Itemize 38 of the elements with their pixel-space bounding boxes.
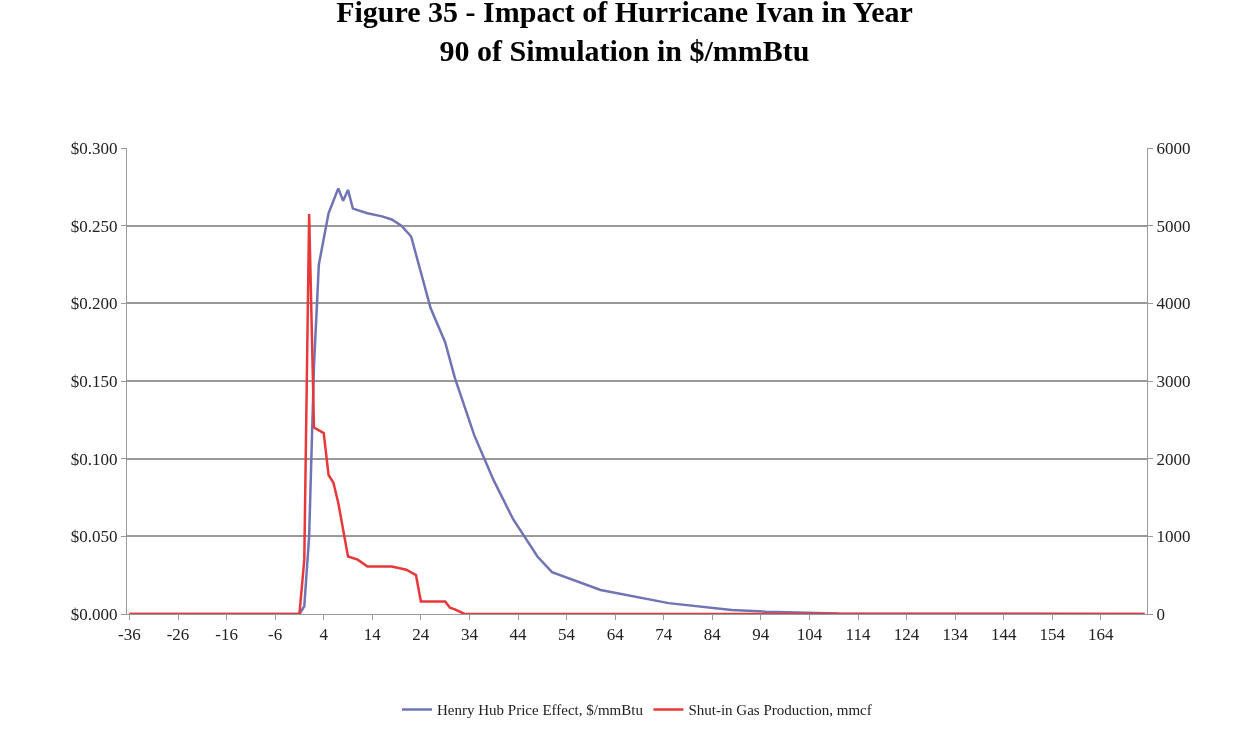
y-tick-label: $0.300: [70, 138, 118, 158]
legend-label: Henry Hub Price Effect, $/mmBtu: [437, 702, 644, 719]
x-tick-label: 14: [363, 625, 382, 645]
x-tick-label: 164: [1088, 625, 1115, 645]
y2-tick-label: 2000: [1156, 449, 1191, 469]
y-tick-label: $0.000: [70, 604, 118, 624]
x-tick-label: 84: [703, 625, 722, 645]
y2-tick-label: 4000: [1156, 294, 1191, 314]
x-tick-label: 54: [558, 625, 576, 645]
y2-tick-label: 3000: [1156, 371, 1191, 391]
x-tick-label: 24: [412, 625, 430, 645]
y2-tick-label: 0: [1156, 604, 1165, 624]
y-tick-label: $0.150: [70, 371, 118, 391]
x-tick-label: 154: [1039, 625, 1066, 645]
y-tick-label: $0.250: [70, 216, 118, 236]
y-tick-label: $0.200: [70, 294, 118, 314]
y2-tick-label: 6000: [1156, 138, 1191, 158]
y-tick-label: $0.050: [70, 527, 118, 547]
x-tick-label: 34: [460, 625, 479, 645]
y2-tick-label: 5000: [1156, 216, 1191, 236]
x-tick-label: 64: [606, 625, 625, 645]
y-tick-label: $0.100: [70, 449, 118, 469]
x-tick-label: -16: [215, 625, 238, 645]
x-tick-label: 74: [655, 625, 673, 645]
x-tick-label: 94: [752, 625, 770, 645]
x-tick-label: 134: [942, 625, 969, 645]
chart-title: Figure 35 - Impact of Hurricane Ivan in Year 90 of Simulation in $/mmBtu: [336, 0, 913, 68]
legend-label: Shut-in Gas Production, mmcf: [688, 702, 872, 719]
y2-tick-label: 1000: [1156, 527, 1191, 547]
x-tick-label: -6: [268, 625, 283, 645]
x-tick-label: 114: [845, 625, 871, 645]
x-tick-label: 124: [893, 625, 920, 645]
x-tick-label: -26: [166, 625, 190, 645]
x-tick-label: 4: [319, 625, 329, 645]
x-tick-label: 144: [990, 625, 1017, 645]
x-tick-label: 104: [796, 625, 823, 645]
x-tick-label: -36: [118, 625, 141, 645]
x-tick-label: 44: [509, 625, 527, 645]
